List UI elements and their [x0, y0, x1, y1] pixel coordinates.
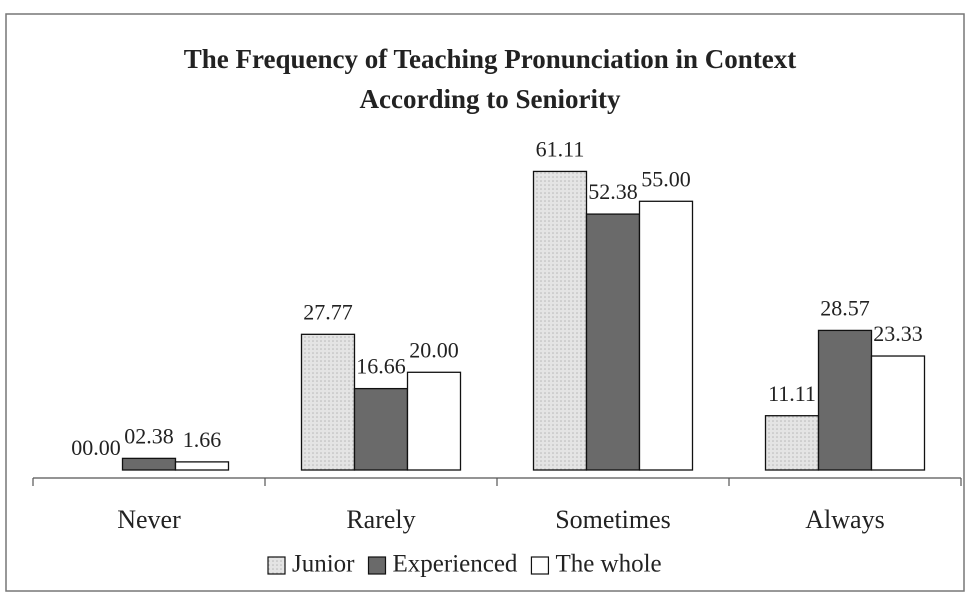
legend-label: Experienced: [393, 551, 518, 578]
legend-swatch: [530, 556, 550, 575]
legend-swatch: [367, 556, 387, 575]
legend-swatch: [267, 556, 286, 575]
value-label: 02.38: [124, 423, 174, 448]
value-label: 55.00: [641, 166, 691, 191]
bar: [585, 213, 641, 471]
value-label: 1.66: [183, 427, 222, 452]
value-label: 23.33: [873, 321, 923, 346]
value-label: 00.00: [71, 435, 121, 460]
chart-frame: [5, 13, 965, 592]
x-tick-label: Always: [805, 505, 884, 534]
value-label: 27.77: [303, 299, 353, 324]
bar: [300, 333, 356, 471]
x-tick-label: Rarely: [346, 505, 415, 534]
x-tick-label: Sometimes: [555, 505, 671, 534]
legend-label: Junior: [292, 551, 355, 578]
legend-label: The whole: [555, 551, 661, 578]
value-label: 28.57: [820, 295, 870, 320]
bar: [174, 461, 230, 471]
bar: [870, 355, 926, 471]
value-label: 20.00: [409, 337, 459, 362]
bar: [353, 387, 409, 471]
x-tick-label: Never: [117, 505, 181, 534]
value-label: 16.66: [356, 354, 406, 379]
chart-title: The Frequency of Teaching Pronunciation …: [184, 44, 797, 74]
chart-title: According to Seniority: [360, 84, 621, 114]
value-label: 52.38: [588, 179, 638, 204]
bar: [638, 200, 694, 471]
bar: [532, 170, 588, 471]
bar: [817, 329, 873, 471]
value-label: 61.11: [536, 136, 585, 161]
bar: [121, 457, 177, 471]
value-label: 11.11: [768, 381, 816, 406]
bar: [406, 371, 462, 471]
bar: [764, 415, 820, 471]
